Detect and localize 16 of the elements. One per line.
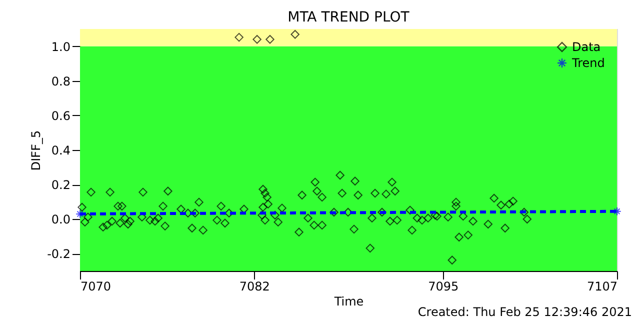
x-tick-label: 7095	[428, 280, 459, 294]
y-tick-label: 1.0	[51, 40, 70, 54]
y-tick-label: 0.6	[51, 108, 70, 123]
y-tick-label: 0.2	[51, 178, 70, 192]
x-axis-title: Time	[333, 294, 364, 308]
y-tick-label: -0.2	[47, 247, 70, 262]
x-tick-label: 7082	[239, 280, 270, 294]
legend-label: Trend	[571, 56, 605, 70]
x-tick-label: 7107	[586, 280, 618, 294]
chart-title: MTA TREND PLOT	[288, 9, 410, 26]
y-tick-label: 0.8	[51, 74, 70, 88]
y-tick-label: 0.4	[51, 144, 70, 158]
y-tick-label: 0.0	[51, 212, 70, 227]
y-axis-title: DIFF_5	[29, 130, 44, 171]
text: Created: Thu Feb 25 12:39:46 2021	[418, 305, 632, 319]
x-tick-label: 7070	[80, 280, 112, 294]
